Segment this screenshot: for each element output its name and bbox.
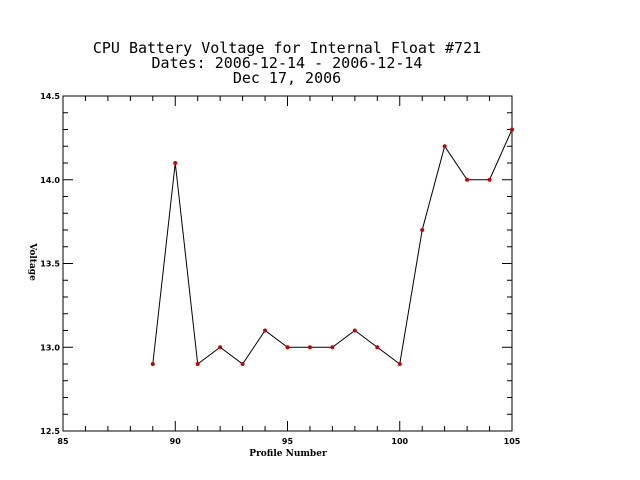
data-point (307, 345, 312, 350)
data-point (397, 362, 402, 366)
data-point (442, 144, 447, 149)
data-point (173, 161, 178, 165)
data-point (263, 328, 268, 333)
x-tick-label: 85 (57, 437, 69, 446)
y-tick-label: 14.0 (40, 176, 60, 185)
chart-title-line-1: CPU Battery Voltage for Internal Float #… (93, 39, 481, 57)
y-tick-label: 14.5 (40, 92, 60, 101)
data-point (465, 177, 470, 182)
chart-title-line-2: Dates: 2006-12-14 - 2006-12-14 (152, 54, 423, 72)
series-line (152, 129, 513, 365)
y-tick-label: 13.0 (40, 343, 60, 352)
data-markers (150, 127, 514, 366)
y-tick-label: 12.5 (40, 427, 60, 436)
data-point (195, 362, 200, 366)
x-axis-label: Profile Number (249, 449, 327, 459)
data-point (285, 345, 290, 350)
data-point (240, 362, 245, 366)
x-axis-ticks (62, 96, 513, 431)
data-point (150, 362, 155, 366)
data-point (420, 228, 425, 232)
data-point (487, 177, 492, 182)
data-point (375, 345, 380, 350)
x-tick-label: 105 (504, 437, 521, 446)
x-axis-tick-labels: 85 90 95 100 105 (57, 437, 520, 446)
y-axis-tick-labels: 12.5 13.0 13.5 14.0 14.5 (40, 92, 60, 436)
data-point (218, 345, 223, 350)
y-axis-label: Voltage (27, 242, 37, 281)
x-tick-label: 90 (170, 437, 182, 446)
y-tick-label: 13.5 (40, 260, 60, 269)
x-tick-label: 95 (282, 437, 294, 446)
y-axis-ticks (63, 95, 512, 432)
data-point (510, 127, 514, 132)
data-point (352, 328, 357, 333)
chart-title-line-3: Dec 17, 2006 (233, 69, 341, 87)
data-point (330, 345, 335, 350)
x-tick-label: 100 (391, 437, 408, 446)
